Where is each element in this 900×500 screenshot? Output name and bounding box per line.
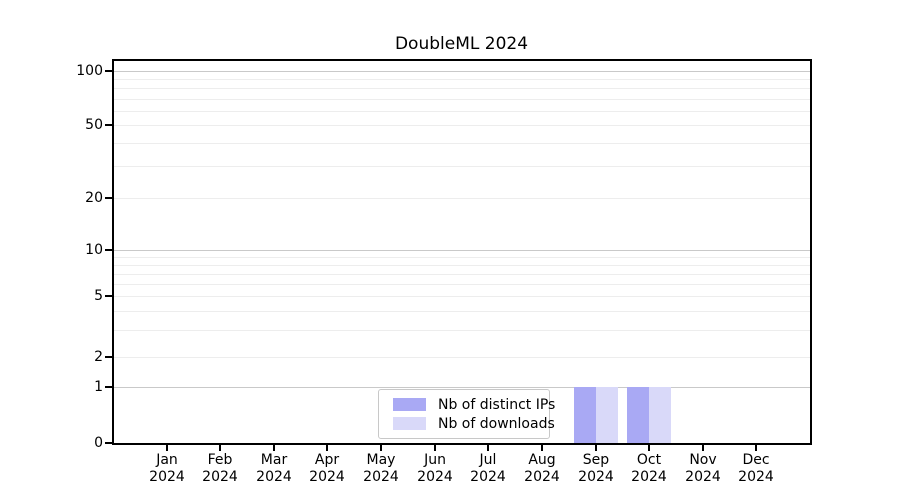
- gridline-minor: [114, 330, 810, 331]
- bar-sep-downloads: [596, 387, 618, 443]
- x-tick-mark: [487, 445, 489, 451]
- bar-sep-distinct-ips: [574, 387, 596, 443]
- x-tick-mark: [380, 445, 382, 451]
- legend-row: Nb of downloads: [387, 414, 555, 433]
- y-tick-label: 5: [94, 288, 103, 304]
- gridline-minor: [114, 198, 810, 199]
- x-tick-label-jul: Jul 2024: [470, 452, 506, 485]
- x-tick-mark: [755, 445, 757, 451]
- gridline-major: [114, 387, 810, 388]
- x-tick-mark: [595, 445, 597, 451]
- bar-oct-downloads: [649, 387, 671, 443]
- gridline-minor: [114, 79, 810, 80]
- legend: Nb of distinct IPs Nb of downloads: [378, 389, 555, 439]
- y-tick-label: 0: [94, 435, 103, 451]
- y-tick-mark: [105, 70, 112, 72]
- chart-title: DoubleML 2024: [394, 34, 529, 54]
- gridline-minor: [114, 284, 810, 285]
- y-tick-mark: [105, 197, 112, 199]
- y-tick-label: 10: [85, 242, 103, 258]
- gridline-major: [114, 71, 810, 72]
- gridline-minor: [114, 311, 810, 312]
- x-tick-label-nov: Nov 2024: [685, 452, 721, 485]
- x-tick-label-may: May 2024: [363, 452, 399, 485]
- x-tick-mark: [541, 445, 543, 451]
- legend-swatch-icon: [393, 398, 426, 411]
- y-tick-label: 1: [94, 379, 103, 395]
- y-tick-label: 20: [85, 190, 103, 206]
- y-tick-label: 2: [94, 349, 103, 365]
- x-tick-mark: [166, 445, 168, 451]
- gridline-minor: [114, 296, 810, 297]
- x-tick-mark: [219, 445, 221, 451]
- legend-label: Nb of distinct IPs: [438, 396, 556, 413]
- y-tick-label: 50: [85, 117, 103, 133]
- y-tick-mark: [105, 386, 112, 388]
- x-tick-label-jan: Jan 2024: [149, 452, 185, 485]
- x-tick-label-apr: Apr 2024: [309, 452, 345, 485]
- gridline-minor: [114, 265, 810, 266]
- x-tick-mark: [326, 445, 328, 451]
- gridline-minor: [114, 274, 810, 275]
- legend-swatch-icon: [393, 417, 426, 430]
- y-tick-mark: [105, 356, 112, 358]
- y-tick-mark: [105, 442, 112, 444]
- x-tick-label-jun: Jun 2024: [417, 452, 453, 485]
- gridline-minor: [114, 111, 810, 112]
- x-tick-label-oct: Oct 2024: [631, 452, 667, 485]
- x-tick-label-sep: Sep 2024: [578, 452, 614, 485]
- gridline-minor: [114, 88, 810, 89]
- x-tick-label-dec: Dec 2024: [738, 452, 774, 485]
- x-tick-label-aug: Aug 2024: [524, 452, 560, 485]
- x-tick-mark: [273, 445, 275, 451]
- y-tick-label: 100: [76, 63, 103, 79]
- bar-oct-distinct-ips: [627, 387, 649, 443]
- gridline-minor: [114, 99, 810, 100]
- x-tick-mark: [648, 445, 650, 451]
- y-tick-mark: [105, 124, 112, 126]
- x-tick-mark: [434, 445, 436, 451]
- y-tick-mark: [105, 249, 112, 251]
- x-tick-label-feb: Feb 2024: [202, 452, 238, 485]
- gridline-minor: [114, 357, 810, 358]
- gridline-minor: [114, 257, 810, 258]
- gridline-minor: [114, 143, 810, 144]
- gridline-minor: [114, 166, 810, 167]
- gridline-major: [114, 250, 810, 251]
- gridline-minor: [114, 125, 810, 126]
- legend-label: Nb of downloads: [438, 415, 555, 432]
- legend-row: Nb of distinct IPs: [387, 395, 555, 414]
- x-tick-label-mar: Mar 2024: [256, 452, 292, 485]
- y-tick-mark: [105, 295, 112, 297]
- x-tick-mark: [702, 445, 704, 451]
